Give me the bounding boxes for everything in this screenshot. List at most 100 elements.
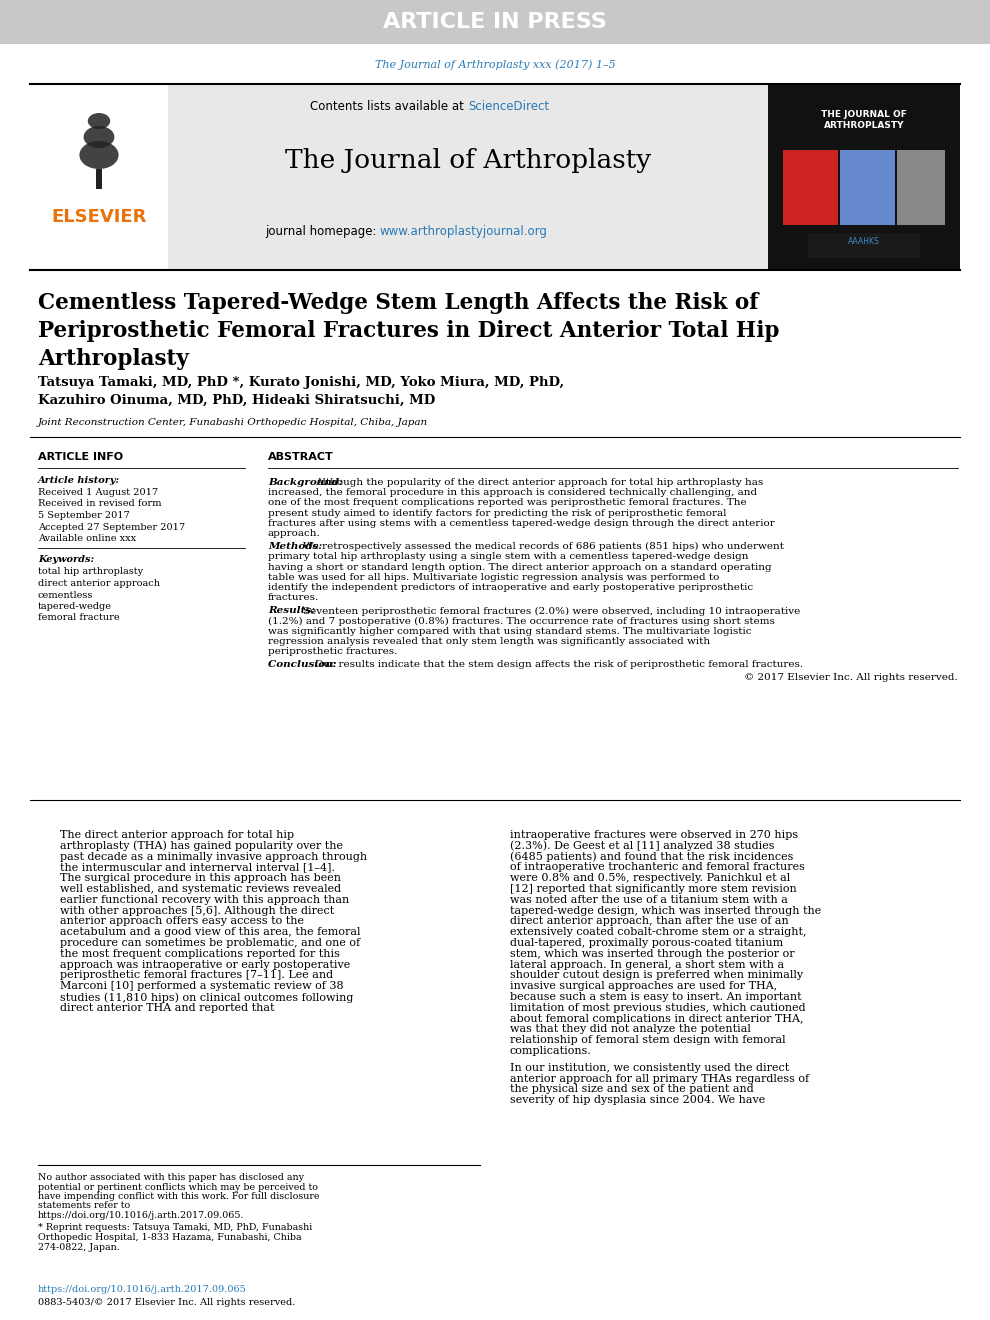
Text: 274-0822, Japan.: 274-0822, Japan. [38,1242,120,1251]
Text: approach.: approach. [268,529,321,539]
Ellipse shape [83,125,115,148]
Text: www.arthroplastyjournal.org: www.arthroplastyjournal.org [380,226,547,239]
Text: https://doi.org/10.1016/j.arth.2017.09.065.: https://doi.org/10.1016/j.arth.2017.09.0… [38,1210,245,1220]
Text: No author associated with this paper has disclosed any: No author associated with this paper has… [38,1173,304,1181]
Text: periprosthetic fractures.: periprosthetic fractures. [268,647,397,656]
Text: was that they did not analyze the potential: was that they did not analyze the potent… [510,1024,750,1035]
Text: acetabulum and a good view of this area, the femoral: acetabulum and a good view of this area,… [60,927,360,937]
Text: ScienceDirect: ScienceDirect [468,100,549,114]
Text: fractures after using stems with a cementless tapered-wedge design through the d: fractures after using stems with a cemen… [268,519,775,528]
Text: intraoperative fractures were observed in 270 hips: intraoperative fractures were observed i… [510,830,798,840]
Text: invasive surgical approaches are used for THA,: invasive surgical approaches are used fo… [510,981,777,991]
Text: ARTICLE INFO: ARTICLE INFO [38,451,123,462]
Text: anterior approach offers easy access to the: anterior approach offers easy access to … [60,916,304,927]
Text: femoral fracture: femoral fracture [38,614,120,623]
Text: extensively coated cobalt-chrome stem or a straight,: extensively coated cobalt-chrome stem or… [510,927,807,937]
Text: fractures.: fractures. [268,593,319,602]
Bar [168,84,768,271]
Text: shoulder cutout design is preferred when minimally: shoulder cutout design is preferred when… [510,970,803,981]
Text: 5 September 2017: 5 September 2017 [38,511,130,520]
Text: procedure can sometimes be problematic, and one of: procedure can sometimes be problematic, … [60,939,360,948]
Text: [12] reported that significantly more stem revision: [12] reported that significantly more st… [510,884,797,894]
Text: The surgical procedure in this approach has been: The surgical procedure in this approach … [60,874,341,883]
Text: approach was intraoperative or early postoperative: approach was intraoperative or early pos… [60,960,350,970]
Text: THE JOURNAL OF
ARTHROPLASTY: THE JOURNAL OF ARTHROPLASTY [821,110,907,131]
Bar [768,84,960,271]
Text: Cementless Tapered-Wedge Stem Length Affects the Risk of: Cementless Tapered-Wedge Stem Length Aff… [38,292,758,314]
Bar [897,150,945,224]
Text: statements refer to: statements refer to [38,1201,131,1210]
Text: identify the independent predictors of intraoperative and early postoperative pe: identify the independent predictors of i… [268,583,753,591]
Text: increased, the femoral procedure in this approach is considered technically chal: increased, the femoral procedure in this… [268,488,757,498]
Text: direct anterior approach: direct anterior approach [38,579,160,587]
Text: Available online xxx: Available online xxx [38,535,137,543]
Text: total hip arthroplasty: total hip arthroplasty [38,568,144,577]
Text: Methods:: Methods: [268,543,326,552]
Text: well established, and systematic reviews revealed: well established, and systematic reviews… [60,884,342,894]
Text: The Journal of Arthroplasty xxx (2017) 1–5: The Journal of Arthroplasty xxx (2017) 1… [374,59,616,70]
Text: Background:: Background: [268,478,346,487]
Text: tapered-wedge design, which was inserted through the: tapered-wedge design, which was inserted… [510,906,822,916]
Text: ABSTRACT: ABSTRACT [268,451,334,462]
Text: limitation of most previous studies, which cautioned: limitation of most previous studies, whi… [510,1003,806,1012]
Text: Contents lists available at: Contents lists available at [311,100,468,114]
Text: was significantly higher compared with that using standard stems. The multivaria: was significantly higher compared with t… [268,627,751,636]
Text: * Reprint requests: Tatsuya Tamaki, MD, PhD, Funabashi: * Reprint requests: Tatsuya Tamaki, MD, … [38,1224,312,1233]
Text: the physical size and sex of the patient and: the physical size and sex of the patient… [510,1085,753,1094]
Text: stem, which was inserted through the posterior or: stem, which was inserted through the pos… [510,949,795,958]
Text: complications.: complications. [510,1045,592,1056]
Text: was noted after the use of a titanium stem with a: was noted after the use of a titanium st… [510,895,788,904]
Bar [0,0,990,44]
Text: lateral approach. In general, a short stem with a: lateral approach. In general, a short st… [510,960,784,970]
Text: with other approaches [5,6]. Although the direct: with other approaches [5,6]. Although th… [60,906,335,916]
Text: tapered-wedge: tapered-wedge [38,602,112,611]
Text: Periprosthetic Femoral Fractures in Direct Anterior Total Hip: Periprosthetic Femoral Fractures in Dire… [38,319,779,342]
Text: dual-tapered, proximally porous-coated titanium: dual-tapered, proximally porous-coated t… [510,939,783,948]
Text: relationship of femoral stem design with femoral: relationship of femoral stem design with… [510,1035,786,1045]
Text: having a short or standard length option. The direct anterior approach on a stan: having a short or standard length option… [268,562,771,572]
Text: Our results indicate that the stem design affects the risk of periprosthetic fem: Our results indicate that the stem desig… [315,660,803,669]
Text: 0883-5403/© 2017 Elsevier Inc. All rights reserved.: 0883-5403/© 2017 Elsevier Inc. All right… [38,1298,295,1307]
Text: The direct anterior approach for total hip: The direct anterior approach for total h… [60,830,294,840]
Text: © 2017 Elsevier Inc. All rights reserved.: © 2017 Elsevier Inc. All rights reserved… [744,673,958,681]
Text: https://doi.org/10.1016/j.arth.2017.09.065: https://doi.org/10.1016/j.arth.2017.09.0… [38,1284,247,1294]
Text: direct anterior THA and reported that: direct anterior THA and reported that [60,1003,274,1012]
Text: severity of hip dysplasia since 2004. We have: severity of hip dysplasia since 2004. We… [510,1096,765,1105]
Text: Although the popularity of the direct anterior approach for total hip arthroplas: Although the popularity of the direct an… [315,478,763,487]
Text: Accepted 27 September 2017: Accepted 27 September 2017 [38,523,185,532]
Text: direct anterior approach, than after the use of an: direct anterior approach, than after the… [510,916,789,927]
Text: the intermuscular and internerval interval [1–4].: the intermuscular and internerval interv… [60,862,335,873]
Text: periprosthetic femoral fractures [7–11]. Lee and: periprosthetic femoral fractures [7–11].… [60,970,333,981]
Text: of intraoperative trochanteric and femoral fractures: of intraoperative trochanteric and femor… [510,862,805,873]
Text: Results:: Results: [268,606,319,615]
Text: Received 1 August 2017: Received 1 August 2017 [38,488,158,498]
Bar [808,234,920,257]
Text: anterior approach for all primary THAs regardless of: anterior approach for all primary THAs r… [510,1073,809,1084]
Text: (6485 patients) and found that the risk incidences: (6485 patients) and found that the risk … [510,851,793,862]
Text: present study aimed to identify factors for predicting the risk of periprostheti: present study aimed to identify factors … [268,508,727,517]
Bar [30,84,168,271]
Ellipse shape [88,114,110,129]
Text: ELSEVIER: ELSEVIER [51,209,147,226]
Text: potential or pertinent conflicts which may be perceived to: potential or pertinent conflicts which m… [38,1183,318,1192]
Text: In our institution, we consistently used the direct: In our institution, we consistently used… [510,1063,789,1073]
Text: the most frequent complications reported for this: the most frequent complications reported… [60,949,340,958]
Text: regression analysis revealed that only stem length was significantly associated : regression analysis revealed that only s… [268,638,710,645]
Text: Orthopedic Hospital, 1-833 Hazama, Funabashi, Chiba: Orthopedic Hospital, 1-833 Hazama, Funab… [38,1233,302,1242]
Text: Marconi [10] performed a systematic review of 38: Marconi [10] performed a systematic revi… [60,981,344,991]
Text: Article history:: Article history: [38,477,120,484]
Text: past decade as a minimally invasive approach through: past decade as a minimally invasive appr… [60,851,367,862]
Text: primary total hip arthroplasty using a single stem with a cementless tapered-wed: primary total hip arthroplasty using a s… [268,552,748,561]
Text: We retrospectively assessed the medical records of 686 patients (851 hips) who u: We retrospectively assessed the medical … [303,543,784,552]
Text: journal homepage:: journal homepage: [264,226,380,239]
Bar [840,150,895,224]
Text: Keywords:: Keywords: [38,556,94,565]
Text: Kazuhiro Oinuma, MD, PhD, Hideaki Shiratsuchi, MD: Kazuhiro Oinuma, MD, PhD, Hideaki Shirat… [38,393,436,407]
Text: (2.3%). De Geest et al [11] analyzed 38 studies: (2.3%). De Geest et al [11] analyzed 38 … [510,841,774,851]
Text: cementless: cementless [38,590,93,599]
Text: have impending conflict with this work. For full disclosure: have impending conflict with this work. … [38,1192,320,1201]
Text: Arthroplasty: Arthroplasty [38,348,189,370]
Text: ARTICLE IN PRESS: ARTICLE IN PRESS [383,12,607,32]
Text: Seventeen periprosthetic femoral fractures (2.0%) were observed, including 10 in: Seventeen periprosthetic femoral fractur… [303,606,800,615]
Text: Joint Reconstruction Center, Funabashi Orthopedic Hospital, Chiba, Japan: Joint Reconstruction Center, Funabashi O… [38,418,428,426]
